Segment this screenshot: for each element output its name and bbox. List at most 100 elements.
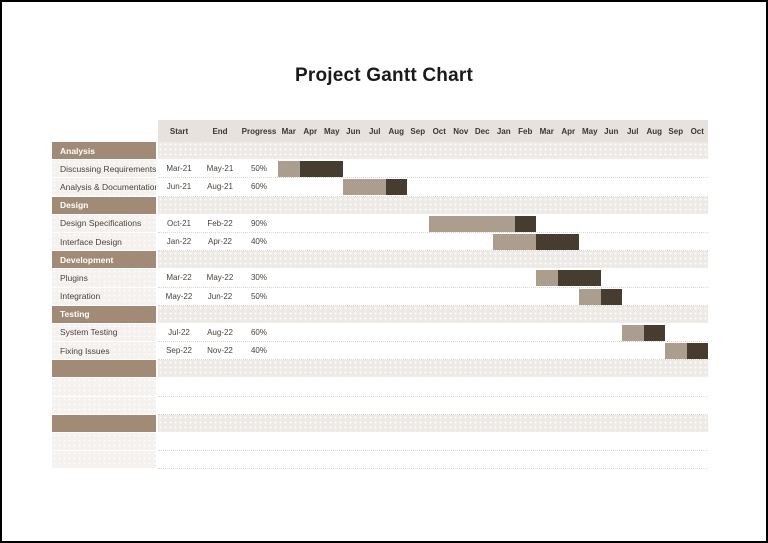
empty-row (52, 378, 708, 397)
empty-row (52, 360, 708, 379)
task-start-cell: Jul-22 (168, 327, 190, 337)
gantt-bar-remaining (385, 179, 407, 196)
row-stripe (158, 360, 708, 379)
task-row-body: Mar-21 May-21 50% (158, 160, 708, 179)
row-stripe (158, 433, 708, 452)
month-header-cell: Aug (646, 126, 663, 136)
empty-label (52, 360, 156, 379)
gantt-table: Start End Progress Mar Apr May Jun Jul Aug Sep… (52, 120, 708, 470)
task-row: System Testing Jul-22 Aug-22 60% (52, 323, 708, 343)
section-row: Testing (52, 305, 708, 324)
task-end-cell: Feb-22 (207, 218, 233, 228)
task-progress-cell: 40% (250, 346, 267, 356)
task-label: Fixing Issues (52, 342, 156, 361)
gantt-bar-remaining (299, 161, 343, 178)
gantt-bar-progress (493, 233, 536, 250)
month-header-cell: Oct (432, 126, 446, 136)
task-row-body: Oct-21 Feb-22 90% (158, 215, 708, 233)
task-row-body: Sep-22 Nov-22 40% (158, 342, 708, 361)
task-row: Discussing Requirements Mar-21 May-21 50% (52, 160, 708, 179)
empty-label (52, 433, 156, 452)
task-start-cell: Oct-21 (166, 218, 191, 228)
task-start-cell: Sep-22 (166, 346, 192, 356)
gantt-bar-progress (622, 324, 644, 341)
gantt-bar-progress (536, 270, 558, 287)
row-stripe (158, 142, 708, 161)
month-header-cell: Aug (388, 126, 405, 136)
month-header-cell: Jan (496, 126, 511, 136)
task-label: System Testing (52, 323, 156, 343)
section-row: Development (52, 251, 708, 270)
task-row: Analysis & Documentation Jun-21 Aug-21 60% (52, 178, 708, 197)
section-label: Analysis (52, 142, 156, 161)
task-row-body: Jul-22 Aug-22 60% (158, 324, 708, 343)
task-row: Plugins Mar-22 May-22 30% (52, 269, 708, 288)
month-header-cell: Jun (346, 126, 361, 136)
empty-label (52, 414, 156, 433)
section-row: Analysis (52, 142, 708, 161)
table-rows: Analysis Discussing Requirements Mar-21 May… (52, 142, 708, 470)
task-start-cell: May-22 (165, 291, 193, 301)
task-row: Design Specifications Oct-21 Feb-22 90% (52, 214, 708, 233)
month-header-cell: Apr (303, 126, 318, 136)
row-stripe (158, 378, 708, 397)
task-label: Design Specifications (52, 214, 156, 233)
task-end-cell: Aug-22 (207, 327, 233, 337)
gantt-bar-progress (428, 215, 515, 232)
task-progress-cell: 30% (250, 273, 267, 283)
row-stripe (158, 397, 708, 415)
section-label: Design (52, 196, 156, 215)
empty-row (52, 451, 708, 470)
task-label: Discussing Requirements (52, 160, 156, 179)
task-label: Integration (52, 287, 156, 306)
task-end-cell: Aug-21 (207, 182, 233, 192)
task-end-cell: Jun-22 (207, 291, 233, 301)
col-header-progress: Progress (241, 126, 277, 136)
task-progress-cell: 50% (250, 291, 267, 301)
month-header-cell: Jul (626, 126, 639, 136)
task-start-cell: Mar-22 (166, 273, 192, 283)
task-row-body: Jun-21 Aug-21 60% (158, 178, 708, 197)
gantt-bar-progress (665, 343, 687, 360)
table-header-row: Start End Progress Mar Apr May Jun Jul Aug Sep… (158, 120, 708, 142)
gantt-bar-progress (342, 179, 386, 196)
task-progress-cell: 60% (250, 327, 267, 337)
gantt-bar-progress (579, 288, 601, 305)
task-progress-cell: 90% (250, 218, 267, 228)
gantt-bar-remaining (686, 343, 708, 360)
chart-title: Project Gantt Chart (295, 65, 473, 86)
month-header-cell: Jun (604, 126, 619, 136)
gantt-bar-remaining (557, 270, 601, 287)
task-row: Integration May-22 Jun-22 50% (52, 287, 708, 306)
task-row-body: Mar-22 May-22 30% (158, 269, 708, 288)
task-end-cell: Apr-22 (207, 237, 232, 247)
month-header-cell: Apr (561, 126, 576, 136)
task-label: Plugins (52, 269, 156, 288)
empty-row (52, 396, 708, 415)
row-stripe (158, 451, 708, 470)
gantt-bar-remaining (643, 324, 665, 341)
task-end-cell: May-21 (206, 164, 234, 174)
row-stripe (158, 251, 708, 270)
task-end-cell: Nov-22 (207, 346, 233, 356)
section-row: Design (52, 196, 708, 215)
task-start-cell: Jun-21 (166, 182, 192, 192)
task-progress-cell: 60% (250, 182, 267, 192)
month-header-cell: May (581, 126, 598, 136)
task-progress-cell: 50% (250, 164, 267, 174)
empty-row (52, 433, 708, 452)
empty-label (52, 451, 156, 470)
month-header-cell: Mar (281, 126, 296, 136)
task-label: Interface Design (52, 232, 156, 252)
month-header-cell: Sep (668, 126, 684, 136)
section-label: Testing (52, 305, 156, 324)
month-headers: Mar Apr May Jun Jul Aug Sep Oct Nov Dec Jan Feb Mar A… (278, 127, 708, 136)
gantt-bar-remaining (536, 233, 579, 250)
task-row-body: May-22 Jun-22 50% (158, 288, 708, 306)
row-stripe (158, 196, 708, 215)
col-header-end: End (212, 126, 228, 136)
month-header-cell: Oct (690, 126, 704, 136)
empty-label (52, 378, 156, 397)
month-header-cell: Sep (410, 126, 426, 136)
task-start-cell: Jan-22 (166, 237, 192, 247)
